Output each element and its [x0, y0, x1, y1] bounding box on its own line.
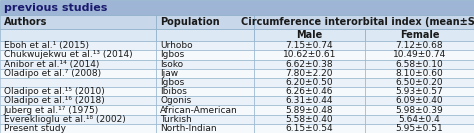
Bar: [254, 41, 365, 50]
Bar: [156, 78, 254, 87]
Text: Turkish: Turkish: [160, 115, 192, 124]
Bar: [0, 29, 156, 41]
Text: Ogonis: Ogonis: [160, 96, 191, 105]
Text: previous studies: previous studies: [4, 3, 107, 13]
Text: 6.58±0.10: 6.58±0.10: [396, 60, 443, 69]
Bar: [365, 60, 474, 69]
Text: 6.31±0.44: 6.31±0.44: [285, 96, 333, 105]
Text: Oladipo et al.⁷ (2008): Oladipo et al.⁷ (2008): [4, 69, 101, 78]
Text: 6.26±0.46: 6.26±0.46: [285, 87, 333, 96]
Text: 5.93±0.57: 5.93±0.57: [396, 87, 443, 96]
Bar: [0, 41, 156, 50]
Text: Chukwujekwu et al.¹³ (2014): Chukwujekwu et al.¹³ (2014): [4, 51, 132, 59]
Bar: [0, 87, 156, 96]
Bar: [254, 78, 365, 87]
Text: Oladipo et al.¹⁶ (2018): Oladipo et al.¹⁶ (2018): [4, 96, 105, 105]
Bar: [0, 50, 156, 60]
Text: 8.10±0.60: 8.10±0.60: [396, 69, 443, 78]
Bar: [254, 96, 365, 105]
Bar: [254, 87, 365, 96]
Text: 6.09±0.40: 6.09±0.40: [396, 96, 443, 105]
Text: Anibor et al.¹⁴ (2014): Anibor et al.¹⁴ (2014): [4, 60, 99, 69]
Bar: [156, 115, 254, 124]
Bar: [254, 124, 365, 133]
Text: Circumference interorbital index (mean±SD): Circumference interorbital index (mean±S…: [241, 17, 474, 27]
Text: Evereklioglu et al.¹⁸ (2002): Evereklioglu et al.¹⁸ (2002): [4, 115, 126, 124]
Bar: [254, 115, 365, 124]
Bar: [254, 69, 365, 78]
Bar: [254, 50, 365, 60]
Text: Igbos: Igbos: [160, 51, 184, 59]
Text: 5.89±0.48: 5.89±0.48: [285, 106, 333, 115]
Text: 5.95±0.51: 5.95±0.51: [396, 124, 443, 133]
Text: Male: Male: [296, 30, 322, 40]
Text: 5.98±0.39: 5.98±0.39: [396, 106, 443, 115]
Bar: [365, 124, 474, 133]
Text: 7.12±0.68: 7.12±0.68: [396, 41, 443, 50]
Bar: [365, 50, 474, 60]
Text: African-American: African-American: [160, 106, 238, 115]
Bar: [365, 29, 474, 41]
Bar: [0, 60, 156, 69]
Bar: [0, 69, 156, 78]
Text: 6.15±0.54: 6.15±0.54: [285, 124, 333, 133]
Bar: [0, 78, 156, 87]
Bar: [156, 29, 254, 41]
Bar: [365, 105, 474, 115]
Text: 5.58±0.40: 5.58±0.40: [285, 115, 333, 124]
Bar: [365, 78, 474, 87]
Bar: [156, 50, 254, 60]
Bar: [254, 105, 365, 115]
Bar: [156, 41, 254, 50]
Text: 6.20±0.50: 6.20±0.50: [285, 78, 333, 87]
Text: Igbos: Igbos: [160, 78, 184, 87]
Text: Juberg et al.¹⁷ (1975): Juberg et al.¹⁷ (1975): [4, 106, 99, 115]
Text: 7.80±2.20: 7.80±2.20: [285, 69, 333, 78]
Bar: [156, 60, 254, 69]
Bar: [0, 0, 474, 15]
Bar: [156, 124, 254, 133]
Bar: [254, 60, 365, 69]
Bar: [365, 41, 474, 50]
Bar: [156, 87, 254, 96]
Bar: [365, 87, 474, 96]
Text: Authors: Authors: [4, 17, 47, 27]
Text: 6.50±0.20: 6.50±0.20: [396, 78, 443, 87]
Text: Isoko: Isoko: [160, 60, 183, 69]
Text: 7.15±0.74: 7.15±0.74: [285, 41, 333, 50]
Bar: [0, 96, 156, 105]
Text: Present study: Present study: [4, 124, 66, 133]
Text: Ijaw: Ijaw: [160, 69, 178, 78]
Text: Oladipo et al.¹⁵ (2010): Oladipo et al.¹⁵ (2010): [4, 87, 105, 96]
Bar: [0, 124, 156, 133]
Bar: [254, 29, 365, 41]
Bar: [156, 96, 254, 105]
Text: North-Indian: North-Indian: [160, 124, 217, 133]
Bar: [365, 115, 474, 124]
Bar: [254, 15, 474, 29]
Bar: [365, 96, 474, 105]
Bar: [0, 115, 156, 124]
Bar: [156, 15, 254, 29]
Text: Ibibos: Ibibos: [160, 87, 187, 96]
Text: 6.62±0.38: 6.62±0.38: [285, 60, 333, 69]
Text: Eboh et al.¹ (2015): Eboh et al.¹ (2015): [4, 41, 89, 50]
Text: Female: Female: [400, 30, 439, 40]
Text: 10.49±0.74: 10.49±0.74: [393, 51, 446, 59]
Bar: [0, 105, 156, 115]
Bar: [365, 69, 474, 78]
Bar: [156, 69, 254, 78]
Text: 10.62±0.61: 10.62±0.61: [283, 51, 336, 59]
Bar: [0, 15, 156, 29]
Bar: [156, 105, 254, 115]
Text: 5.64±0.4: 5.64±0.4: [399, 115, 440, 124]
Text: Population: Population: [160, 17, 220, 27]
Text: Urhobo: Urhobo: [160, 41, 193, 50]
